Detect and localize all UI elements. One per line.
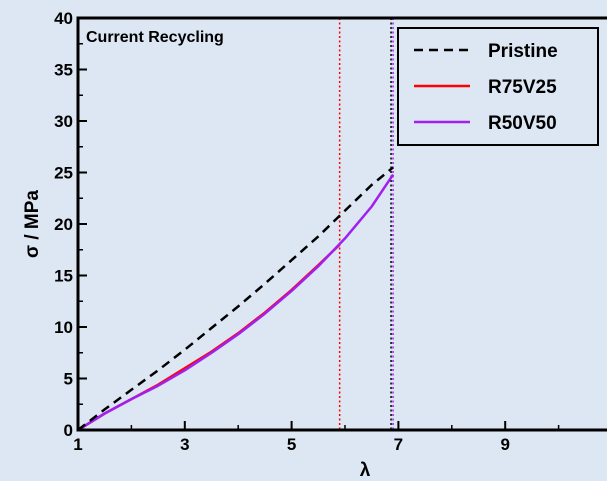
series-line-r75v25: [77, 243, 341, 432]
x-tick-label: 5: [287, 435, 296, 454]
break-lines: [338, 18, 394, 430]
y-axis-label: σ / MPa: [22, 190, 43, 258]
y-tick-label: 35: [54, 61, 73, 80]
legend: Pristine R75V25 R50V50: [397, 27, 599, 146]
y-tick-label: 5: [64, 370, 73, 389]
y-tick-label: 10: [54, 318, 73, 337]
series-line-r50v50: [77, 173, 395, 432]
series-line-pristine: [77, 166, 394, 431]
y-tick-label: 30: [54, 112, 73, 131]
y-tick-label: 15: [54, 267, 73, 286]
x-tick-label: 3: [180, 435, 189, 454]
chart-annotation: Current Recycling: [86, 29, 224, 46]
legend-label: Pristine: [488, 41, 558, 62]
x-axis: 135791: [73, 421, 560, 454]
x-tick-label: 1: [73, 435, 82, 454]
y-axis: 0 5 10 15 20 25 30 35 40: [54, 9, 87, 440]
y-tick-label: 25: [54, 164, 73, 183]
x-tick-label: 7: [394, 435, 403, 454]
y-tick-label: 0: [64, 421, 73, 440]
y-tick-label: 20: [54, 215, 73, 234]
series-layer: [77, 166, 395, 432]
x-tick-label: 9: [500, 435, 509, 454]
x-axis-label: λ: [360, 460, 371, 481]
legend-label: R50V50: [488, 113, 557, 134]
legend-label: R75V25: [488, 77, 557, 98]
y-tick-label: 40: [54, 9, 73, 28]
